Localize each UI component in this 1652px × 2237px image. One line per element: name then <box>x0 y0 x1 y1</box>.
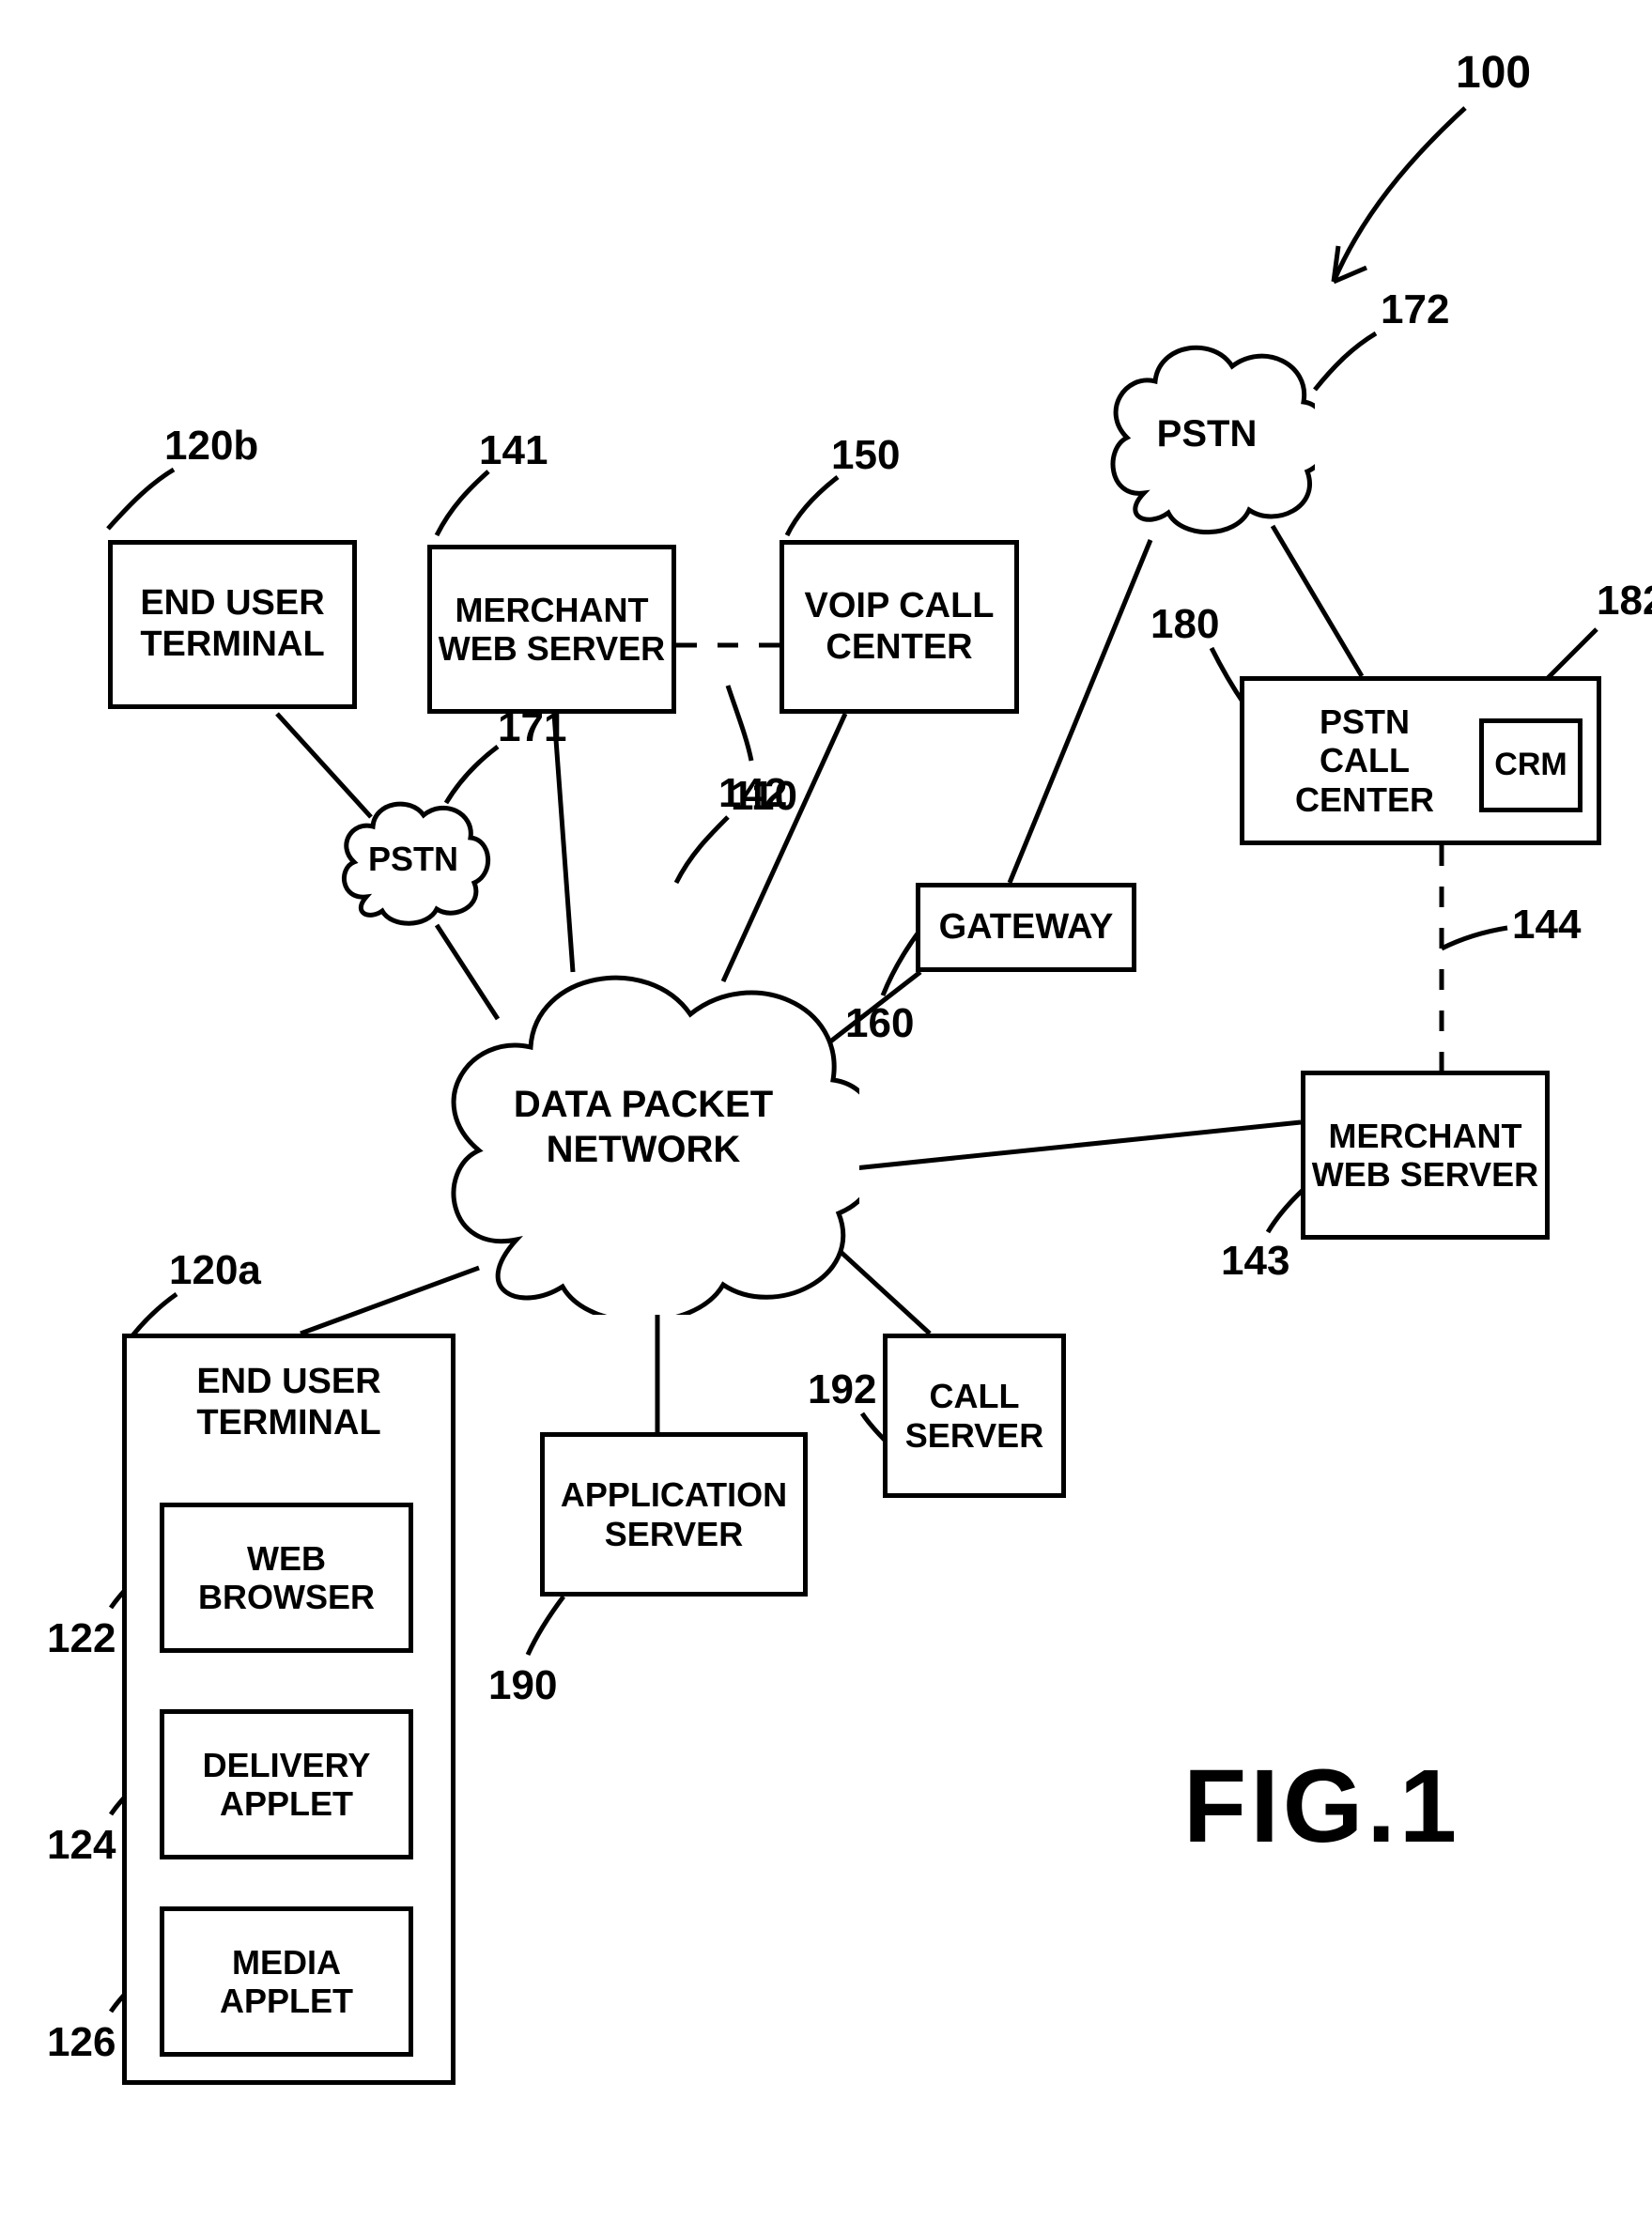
pstn-call-center: PSTN CALL CENTER CRM <box>1240 676 1601 845</box>
web-browser-label: WEB BROWSER <box>198 1539 375 1617</box>
ref-172: 172 <box>1381 286 1449 333</box>
voip-label: VOIP CALL CENTER <box>805 586 995 668</box>
gateway-label: GATEWAY <box>939 907 1114 949</box>
ref-182: 182 <box>1597 578 1652 625</box>
ref-171: 171 <box>498 704 566 751</box>
ref-124: 124 <box>47 1822 116 1869</box>
ref-192: 192 <box>808 1366 876 1413</box>
ref-120a: 120a <box>169 1247 261 1294</box>
app-server-label: APPLICATION SERVER <box>561 1475 787 1553</box>
merchant-web-server-1: MERCHANT WEB SERVER <box>427 545 676 714</box>
data-packet-network-cloud: DATA PACKET NETWORK <box>427 939 859 1315</box>
crm-label: CRM <box>1494 747 1567 783</box>
ref-110-v: 110 <box>731 773 797 820</box>
ref-143: 143 <box>1221 1238 1289 1285</box>
ref-100: 100 <box>1456 47 1531 99</box>
merchant1-label: MERCHANT WEB SERVER <box>439 591 665 669</box>
call-server: CALL SERVER <box>883 1334 1066 1498</box>
gateway: GATEWAY <box>916 883 1136 972</box>
pstn-call-center-label: PSTN CALL CENTER <box>1261 702 1468 819</box>
pstn-172-label: PSTN <box>1148 413 1267 455</box>
call-server-label: CALL SERVER <box>905 1377 1043 1455</box>
crm: CRM <box>1479 718 1583 812</box>
web-browser: WEB BROWSER <box>160 1503 413 1653</box>
ref-180: 180 <box>1150 601 1219 648</box>
delivery-applet-label: DELIVERY APPLET <box>203 1746 371 1824</box>
ref-150: 150 <box>831 432 900 479</box>
ref-160: 160 <box>845 1000 914 1047</box>
figure-label: FIG.1 <box>1183 1747 1460 1866</box>
merchant2-label: MERCHANT WEB SERVER <box>1312 1117 1538 1195</box>
pstn-cloud-171: PSTN <box>333 789 493 930</box>
delivery-applet: DELIVERY APPLET <box>160 1709 413 1859</box>
media-applet-label: MEDIA APPLET <box>220 1943 353 2021</box>
diagram-canvas: 100 END USER TERMINAL 120b MERCHANT WEB … <box>0 0 1652 2237</box>
ref-141: 141 <box>479 427 548 474</box>
pstn-cloud-172: PSTN <box>1099 329 1315 540</box>
dpn-label: DATA PACKET NETWORK <box>504 1082 782 1172</box>
voip-call-center: VOIP CALL CENTER <box>780 540 1019 714</box>
ref-190: 190 <box>488 1662 557 1709</box>
ref-126: 126 <box>47 2019 116 2066</box>
end-user-a-label: END USER TERMINAL <box>196 1362 380 1443</box>
end-user-terminal-b: END USER TERMINAL <box>108 540 357 709</box>
end-user-b-label: END USER TERMINAL <box>140 583 324 665</box>
pstn-171-label: PSTN <box>359 840 468 879</box>
application-server: APPLICATION SERVER <box>540 1432 808 1597</box>
media-applet: MEDIA APPLET <box>160 1906 413 2057</box>
merchant-web-server-2: MERCHANT WEB SERVER <box>1301 1071 1550 1240</box>
ref-120b: 120b <box>164 423 258 470</box>
ref-144: 144 <box>1512 902 1581 949</box>
ref-122: 122 <box>47 1615 116 1662</box>
